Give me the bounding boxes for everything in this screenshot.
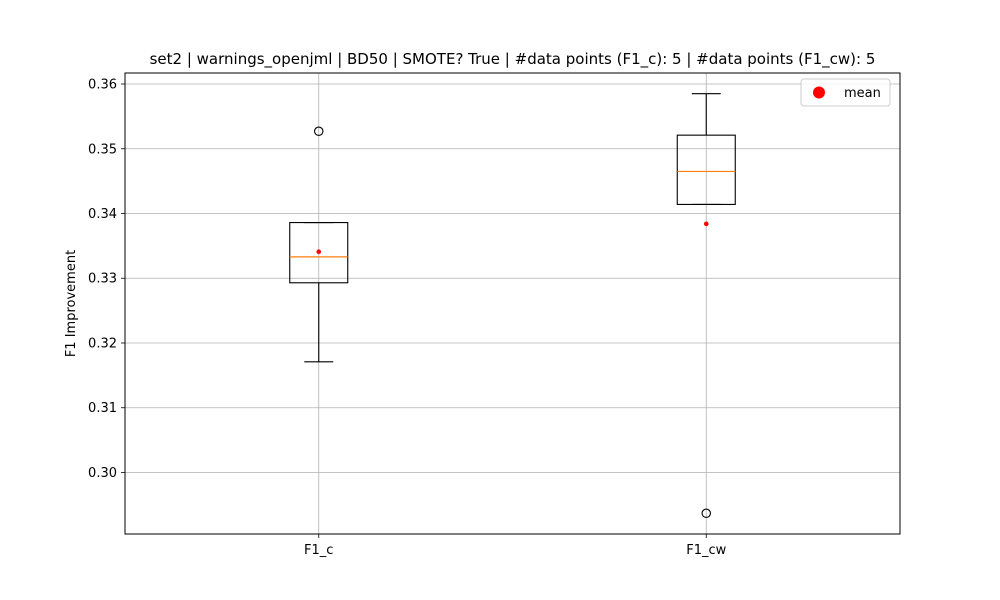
y-tick-label: 0.36	[88, 78, 117, 93]
mean-marker	[703, 221, 709, 227]
legend-frame	[800, 78, 891, 107]
tick-layer: 0.30 0.31 0.32 0.33 0.34 0.35 0.36 F1_c F1_cw	[88, 78, 727, 558]
legend: mean	[800, 78, 891, 107]
plot-frame	[124, 72, 901, 535]
x-tick-label: F1_c	[304, 543, 333, 558]
y-tick-label: 0.33	[88, 272, 117, 287]
box-f1-cw	[676, 93, 736, 519]
mean-marker	[316, 249, 322, 255]
outlier-point	[701, 508, 711, 519]
y-axis-label: F1 Improvement	[64, 250, 79, 357]
y-tick-label: 0.35	[88, 142, 117, 157]
grid-layer	[125, 73, 900, 534]
y-tick-label: 0.34	[88, 207, 117, 222]
y-tick-label: 0.32	[88, 336, 117, 351]
legend-mean-marker	[813, 86, 825, 99]
box-f1-c	[289, 126, 349, 363]
iqr-box	[676, 134, 736, 205]
x-tick-label: F1_cw	[686, 543, 726, 558]
legend-mean-label: mean	[844, 86, 881, 101]
y-tick-label: 0.30	[88, 466, 117, 481]
outlier-point	[313, 126, 324, 137]
y-tick-label: 0.31	[88, 401, 117, 416]
chart-title: set2 | warnings_openjml | BD50 | SMOTE? …	[150, 50, 876, 69]
box-layer	[289, 93, 736, 519]
iqr-box	[289, 222, 349, 284]
